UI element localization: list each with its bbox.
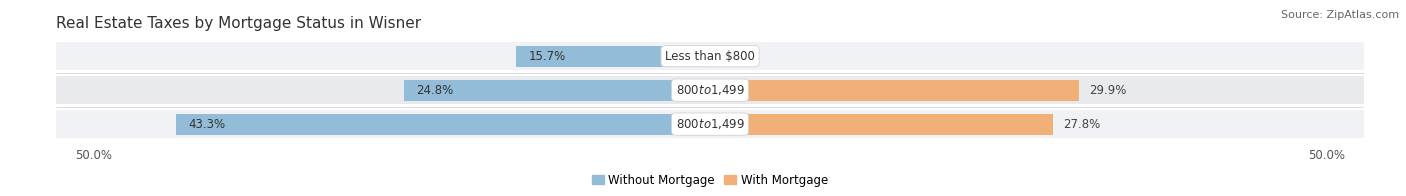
Text: $800 to $1,499: $800 to $1,499 — [675, 117, 745, 131]
Bar — [516, 46, 710, 67]
Text: 15.7%: 15.7% — [529, 50, 567, 63]
Text: Source: ZipAtlas.com: Source: ZipAtlas.com — [1281, 10, 1399, 20]
Bar — [56, 42, 1364, 70]
Text: Real Estate Taxes by Mortgage Status in Wisner: Real Estate Taxes by Mortgage Status in … — [56, 16, 422, 31]
Text: 29.9%: 29.9% — [1088, 84, 1126, 97]
Text: 24.8%: 24.8% — [416, 84, 454, 97]
Text: $800 to $1,499: $800 to $1,499 — [675, 83, 745, 97]
Text: 43.3%: 43.3% — [188, 118, 225, 131]
Bar — [56, 76, 1364, 104]
Bar — [176, 114, 710, 135]
Bar — [710, 80, 1078, 101]
Text: Less than $800: Less than $800 — [665, 50, 755, 63]
Bar — [404, 80, 710, 101]
Legend: Without Mortgage, With Mortgage: Without Mortgage, With Mortgage — [588, 169, 832, 191]
Bar — [710, 114, 1053, 135]
Text: 27.8%: 27.8% — [1063, 118, 1099, 131]
Bar — [56, 110, 1364, 138]
Text: 0.0%: 0.0% — [720, 50, 749, 63]
